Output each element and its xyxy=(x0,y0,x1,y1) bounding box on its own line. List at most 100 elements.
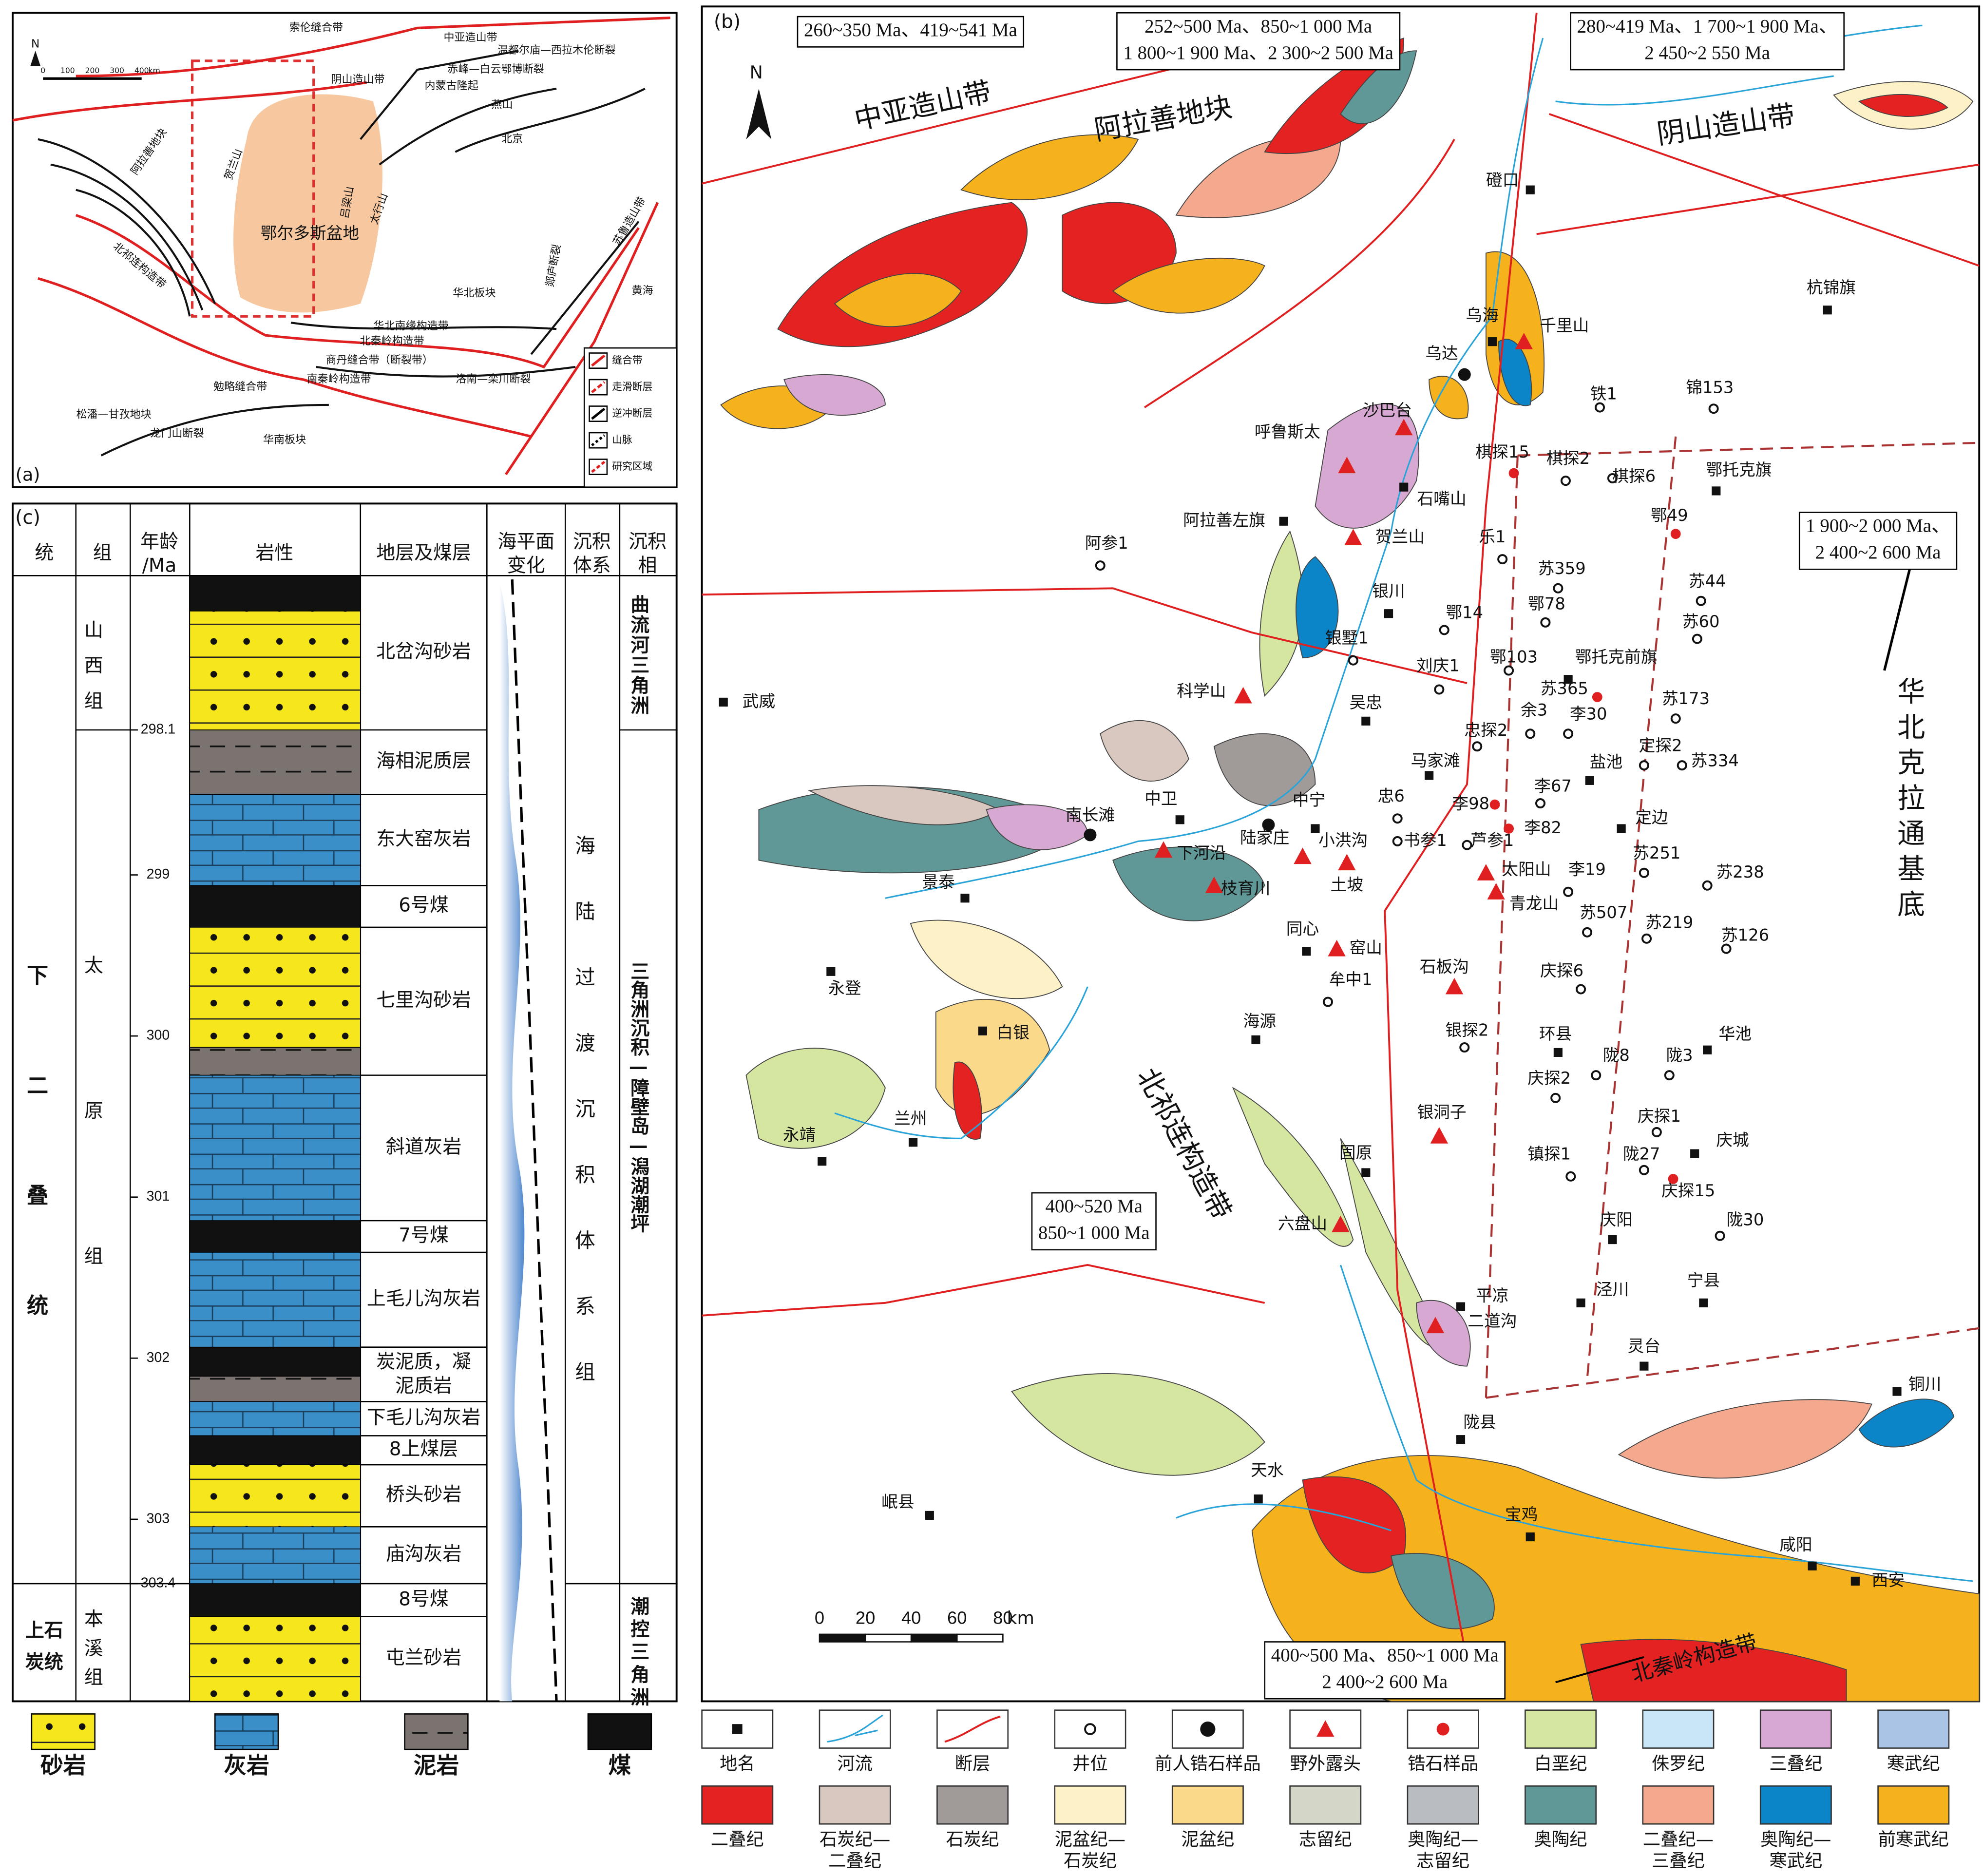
well-label: 李19 xyxy=(1568,860,1606,879)
scale-bar xyxy=(910,1633,958,1643)
legend-swatch xyxy=(1642,1785,1715,1825)
place-marker xyxy=(1361,1168,1371,1177)
legend-label: 砂岩 xyxy=(40,1753,86,1779)
legend-swatch xyxy=(1759,1785,1832,1825)
place-label: 中卫 xyxy=(1144,789,1177,808)
place-label: 石嘴山 xyxy=(1417,489,1466,508)
well-marker xyxy=(1322,996,1333,1007)
north-label: N xyxy=(31,37,39,51)
legend-label: 山脉 xyxy=(612,434,632,446)
outcrop-marker xyxy=(1294,847,1312,864)
legend-label: 灰岩 xyxy=(224,1753,269,1779)
well-label: 陇30 xyxy=(1727,1210,1764,1229)
well-label: 苏219 xyxy=(1645,913,1693,932)
lithology-layer xyxy=(189,1435,361,1465)
scale-unit: km xyxy=(1007,1608,1034,1628)
place-label: 白银 xyxy=(996,1023,1029,1042)
scale-tick-label: 0 xyxy=(40,66,45,75)
age-box-text: 400~520 Ma xyxy=(1046,1196,1143,1217)
place-label: 磴口 xyxy=(1486,171,1519,190)
well-marker xyxy=(1692,633,1702,644)
scale-tick-label: 300 xyxy=(110,66,124,75)
well-label: 银墅1 xyxy=(1325,629,1369,648)
well-marker xyxy=(1497,554,1508,565)
well-label: 庆探2 xyxy=(1527,1069,1571,1088)
well-marker xyxy=(1582,927,1593,938)
place-marker xyxy=(1361,716,1371,726)
lithology-layer xyxy=(189,1401,361,1436)
map-a-label: 松潘—甘孜地块 xyxy=(76,409,151,421)
lithology-layer xyxy=(189,794,361,886)
place-marker xyxy=(960,894,970,903)
legend-symbol xyxy=(1200,1722,1216,1737)
scale-tick-label: 400 xyxy=(134,66,149,75)
stratum-label: 斜道灰岩 xyxy=(386,1136,462,1158)
well-label: 苏60 xyxy=(1682,612,1720,631)
age-box-text: 400~500 Ma、850~1 000 Ma xyxy=(1271,1645,1499,1666)
stratum-label: 泥质岩 xyxy=(395,1375,452,1397)
scale-bar xyxy=(956,1633,1004,1643)
leader xyxy=(1883,569,1911,671)
scale-tick-label: 40 xyxy=(901,1608,921,1627)
place-label: 宁县 xyxy=(1687,1271,1720,1290)
place-marker xyxy=(1456,1302,1466,1311)
stratum-label: 桥头砂岩 xyxy=(386,1484,462,1506)
legend-symbol xyxy=(944,1715,1001,1743)
column-header: 组 xyxy=(93,542,112,564)
outcrop-marker xyxy=(1344,529,1362,546)
legend-swatch xyxy=(1054,1785,1126,1825)
legend-label-line: 三叠纪 xyxy=(1652,1850,1705,1871)
panel-label: (a) xyxy=(16,464,40,485)
well-marker xyxy=(1696,595,1706,606)
well-marker xyxy=(1591,1070,1602,1081)
place-label: 陇县 xyxy=(1463,1413,1496,1432)
well-marker xyxy=(1639,1165,1649,1175)
place-marker xyxy=(1553,1048,1563,1057)
stratum-label: 7号煤 xyxy=(399,1225,449,1246)
map-a-label: 北秦岭构造带 xyxy=(360,335,424,347)
well-label: 鄂103 xyxy=(1490,648,1538,667)
well-label: 苏238 xyxy=(1716,862,1764,881)
stratum-label: 七里沟砂岩 xyxy=(376,989,471,1011)
legend-label: 研究区域 xyxy=(612,460,652,472)
well-marker xyxy=(1576,984,1586,995)
place-label: 宝鸡 xyxy=(1505,1505,1538,1524)
place-label: 盐池 xyxy=(1590,752,1622,771)
series-label: 炭统 xyxy=(25,1651,63,1673)
place-marker xyxy=(1311,824,1320,833)
well-marker xyxy=(1677,760,1687,771)
group-label: 太原组 xyxy=(81,955,103,1391)
legend-label-line: 奥陶纪— xyxy=(1760,1829,1831,1850)
legend-label: 锆石样品 xyxy=(1408,1753,1478,1774)
sample-label: 李98 xyxy=(1452,794,1489,813)
well-marker xyxy=(1641,933,1652,944)
legend-swatch xyxy=(936,1785,1009,1825)
outcrop-label: 六盘山 xyxy=(1278,1214,1327,1233)
well-marker xyxy=(1639,760,1649,771)
lithology-layer xyxy=(189,729,361,795)
well-marker xyxy=(1553,583,1564,593)
well-label: 刘庆1 xyxy=(1416,656,1460,675)
lithology-layer xyxy=(189,1376,361,1402)
outcrop-marker xyxy=(1515,332,1533,349)
well-marker xyxy=(1504,665,1514,676)
place-label: 鄂托克前旗 xyxy=(1575,648,1658,667)
scale-tick-label: 20 xyxy=(856,1608,875,1627)
place-label: 环县 xyxy=(1539,1024,1572,1043)
place-label: 杭锦旗 xyxy=(1807,278,1856,297)
age-box-text: 2 400~2 600 Ma xyxy=(1322,1671,1448,1692)
place-label: 灵台 xyxy=(1628,1337,1660,1356)
legend-label: 奥陶纪—志留纪 xyxy=(1408,1829,1478,1871)
legend-label-line: 寒武纪 xyxy=(1769,1850,1822,1871)
well-label: 铁1 xyxy=(1590,384,1617,403)
column-header: 体系 xyxy=(573,555,611,577)
column-header: 相 xyxy=(638,555,657,577)
legend-label-line: 二叠纪— xyxy=(1643,1829,1714,1850)
scale-tick-label: 100 xyxy=(60,66,75,75)
place-marker xyxy=(1302,947,1311,956)
region-label: 华北克拉通基底 xyxy=(1893,677,1925,925)
well-label: 定探2 xyxy=(1639,736,1682,755)
place-marker xyxy=(925,1511,934,1520)
lithology-layer xyxy=(189,927,361,1048)
